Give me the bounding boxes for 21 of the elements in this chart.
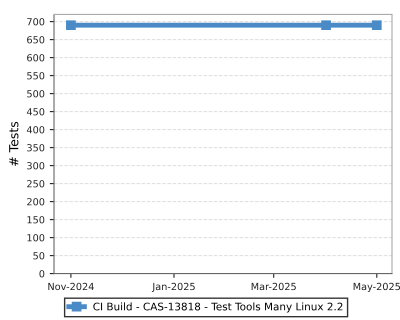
y-tick-label: 550 xyxy=(27,72,44,80)
y-tick-label: 150 xyxy=(27,216,44,224)
y-tick-label: 0 xyxy=(39,270,44,278)
y-tick-label: 400 xyxy=(26,126,44,134)
y-tick-label: 600 xyxy=(27,54,44,62)
y-tick-label: 50 xyxy=(33,252,44,260)
y-tick-label: 100 xyxy=(27,234,44,242)
y-tick-label: 300 xyxy=(27,162,44,170)
y-tick-label: 500 xyxy=(27,90,44,98)
x-tick-label: May-2025 xyxy=(354,282,400,292)
x-tick-label: Jan-2025 xyxy=(152,282,195,292)
y-tick-label: 200 xyxy=(27,198,44,206)
y-tick-label: 700 xyxy=(27,18,44,26)
y-tick-label: 450 xyxy=(26,108,44,116)
legend-label: CI Build - CAS-13818 - Test Tools Many Linux 2.2 xyxy=(93,302,342,312)
y-tick-label: 350 xyxy=(27,144,44,152)
y-tick-label: 650 xyxy=(27,36,44,44)
y-axis-title: # Tests xyxy=(9,122,18,166)
x-tick-label: Nov-2024 xyxy=(48,282,94,290)
y-tick-label: 250 xyxy=(27,180,44,188)
x-tick-label: Mar-2025 xyxy=(252,282,296,290)
